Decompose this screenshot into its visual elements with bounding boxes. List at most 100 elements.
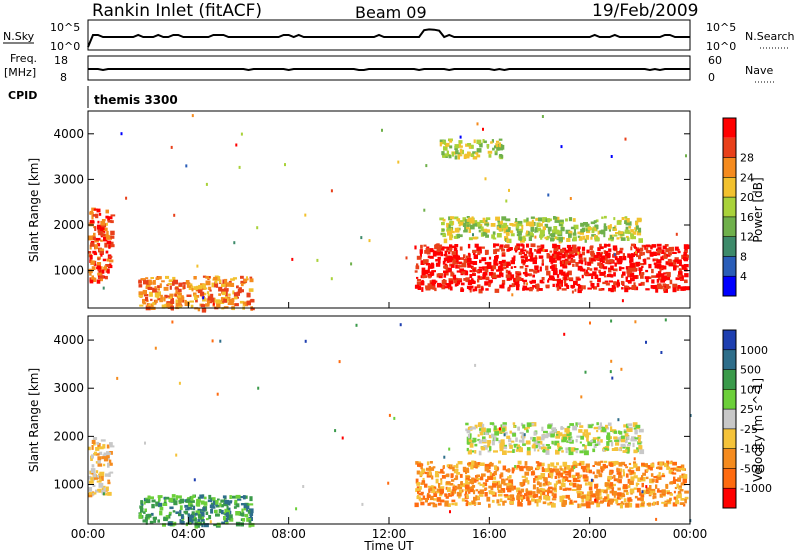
heatmap-cell [459, 221, 464, 226]
heatmap-cell [630, 234, 634, 239]
heatmap-cell [655, 478, 659, 483]
heatmap-cell [217, 498, 220, 501]
heatmap-cell [494, 150, 497, 153]
heatmap-cell [603, 270, 606, 275]
heatmap-cell [237, 498, 242, 501]
heatmap-cell [597, 277, 601, 283]
heatmap-cell [150, 277, 154, 279]
heatmap-cell [609, 498, 613, 503]
heatmap-cell [614, 460, 619, 465]
heatmap-cell [416, 255, 422, 260]
heatmap-cell [220, 504, 224, 508]
heatmap-cell [472, 273, 475, 276]
heatmap-cell [442, 140, 445, 144]
heatmap-cell [105, 215, 109, 219]
heatmap-cell [108, 255, 113, 258]
heatmap-cell [636, 482, 640, 485]
heatmap-cell [480, 476, 484, 481]
heatmap-cell [480, 285, 484, 289]
heatmap-cell [617, 487, 621, 491]
heatmap-cell [470, 450, 475, 453]
heatmap-cell [646, 503, 652, 506]
heatmap-speckle [178, 381, 181, 385]
heatmap-cell [526, 217, 529, 222]
heatmap-speckle [171, 320, 174, 324]
heatmap-cell [630, 476, 635, 481]
heatmap-cell [684, 279, 688, 284]
heatmap-cell [107, 216, 113, 220]
heatmap-cell [518, 228, 523, 233]
heatmap-cell [554, 468, 560, 473]
heatmap-cell [187, 513, 190, 516]
heatmap-cell [482, 277, 485, 280]
heatmap-cell [612, 483, 616, 487]
heatmap-cell [226, 282, 231, 287]
heatmap-cell [488, 282, 491, 287]
heatmap-cell [98, 473, 101, 479]
colorbar-swatch [723, 216, 736, 237]
heatmap-cell [659, 493, 663, 498]
heatmap-cell [478, 494, 484, 497]
heatmap-cell [563, 262, 567, 267]
heatmap-cell [479, 462, 485, 466]
heatmap-cell [559, 283, 562, 287]
heatmap-cell [569, 482, 573, 486]
heatmap-cell [646, 468, 649, 472]
heatmap-cell [249, 515, 253, 520]
heatmap-cell [656, 466, 659, 469]
plot-title: Rankin Inlet (fitACF) [92, 1, 262, 21]
heatmap-cell [101, 269, 105, 274]
heatmap-cell [538, 223, 543, 227]
heatmap-cell [230, 278, 235, 281]
heatmap-cell [644, 276, 650, 280]
power-colorbar-label: Power [dB] [751, 177, 765, 242]
heatmap-cell [611, 285, 616, 290]
heatmap-cell [607, 422, 612, 426]
heatmap-cell [637, 435, 642, 439]
heatmap-cell [467, 264, 472, 268]
heatmap-cell [481, 427, 486, 433]
heatmap-cell [605, 282, 610, 286]
heatmap-cell [488, 154, 492, 158]
heatmap-cell [190, 500, 195, 503]
heatmap-cell [458, 234, 463, 238]
heatmap-cell [584, 482, 588, 486]
heatmap-cell [658, 472, 661, 475]
heatmap-cell [425, 263, 431, 266]
heatmap-cell [219, 279, 222, 284]
heatmap-cell [577, 503, 580, 509]
heatmap-cell [169, 303, 173, 307]
heatmap-cell [638, 283, 642, 286]
heatmap-cell [583, 450, 589, 456]
heatmap-cell [566, 465, 571, 470]
heatmap-cell [103, 492, 108, 496]
heatmap-cell [522, 495, 526, 500]
heatmap-cell [425, 287, 431, 291]
heatmap-cell [630, 243, 635, 247]
heatmap-cell [99, 471, 105, 477]
heatmap-cell [513, 255, 516, 259]
heatmap-cell [424, 269, 429, 275]
heatmap-cell [457, 233, 460, 239]
heatmap-cell [110, 220, 114, 224]
heatmap-cell [248, 523, 252, 528]
heatmap-cell [429, 502, 435, 505]
colorbar-swatch [723, 118, 736, 138]
heatmap-cell [569, 249, 574, 255]
heatmap-cell [669, 493, 673, 496]
heatmap-cell [416, 486, 420, 490]
heatmap-cell [453, 465, 456, 468]
heatmap-speckle [209, 520, 212, 524]
heatmap-cell [603, 275, 607, 278]
heatmap-cell [600, 251, 603, 255]
heatmap-cell [629, 480, 634, 485]
heatmap-cell [103, 266, 107, 271]
heatmap-cell [577, 422, 582, 425]
heatmap-cell [484, 492, 488, 497]
heatmap-cell [603, 250, 606, 254]
heatmap-cell [165, 275, 170, 279]
heatmap-cell [639, 445, 643, 450]
heatmap-cell [518, 447, 523, 453]
heatmap-cell [530, 243, 536, 248]
heatmap-cell [505, 274, 511, 278]
